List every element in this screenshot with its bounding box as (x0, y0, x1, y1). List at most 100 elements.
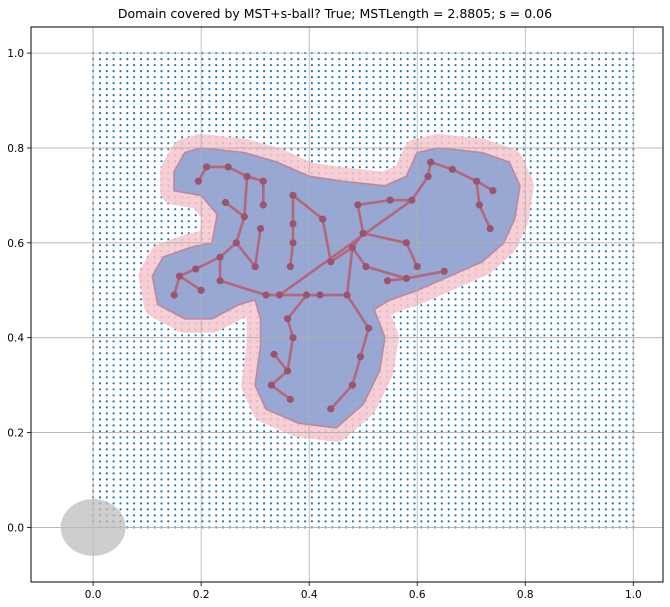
y-tick-label: 0.8 (7, 143, 24, 155)
mst-node (262, 291, 270, 299)
mst-node (327, 405, 335, 413)
mst-node (348, 243, 357, 252)
y-tick-label: 0.0 (7, 522, 24, 534)
x-tick-label: 0.8 (517, 589, 534, 601)
mst-node (473, 177, 481, 185)
mst-node (216, 253, 224, 261)
axes-frame (30, 26, 664, 583)
mst-edge (218, 279, 268, 297)
x-tick-label: 1.0 (625, 589, 642, 601)
mst-node (365, 324, 373, 332)
mst-edge (475, 179, 481, 207)
mst-node (362, 262, 370, 271)
mst-edge (321, 217, 333, 264)
mst-node (354, 201, 362, 209)
y-tick-label: 0.2 (7, 428, 24, 440)
y-tick-label: 0.4 (7, 333, 24, 345)
mst-node (424, 172, 432, 181)
mst-edge (278, 198, 414, 297)
mst-node (289, 239, 297, 247)
mst-node (286, 395, 294, 403)
mst-edge (243, 175, 249, 219)
mst-node (275, 291, 284, 299)
mst-node (302, 291, 311, 299)
mst-edge (194, 255, 222, 271)
mst-node (256, 225, 265, 233)
mst-node (402, 274, 411, 283)
mst-node (251, 262, 259, 271)
mst-node (402, 239, 411, 247)
mst-node (197, 286, 205, 294)
mst-edge (364, 265, 408, 280)
gridlines (31, 27, 663, 582)
s-ball-circle (60, 498, 126, 556)
mst-node (327, 258, 335, 266)
mst-edge (329, 383, 354, 411)
mst-edge (410, 175, 430, 202)
mst-edge (405, 269, 446, 280)
mst-node (283, 315, 292, 323)
mst-node (440, 267, 448, 275)
mst-node (486, 225, 494, 233)
mst-node (192, 265, 200, 273)
mst-node (267, 381, 275, 389)
mst-node (270, 350, 278, 358)
mst-node (194, 177, 203, 185)
mst-edge (405, 241, 419, 268)
mst-edge (345, 293, 370, 330)
mst-node (221, 198, 230, 207)
mst-nodes (170, 158, 497, 413)
mst-node (240, 213, 248, 221)
mst-edge (329, 246, 354, 264)
mst-node (408, 196, 416, 204)
s-ball (60, 498, 126, 556)
x-tick-label: 0.6 (409, 589, 426, 601)
mst-node (286, 262, 294, 271)
mst-edge (345, 246, 354, 297)
mst-node (289, 220, 297, 228)
chart-title: Domain covered by MST+s-ball? True; MSTL… (117, 6, 553, 21)
mst-node (259, 177, 267, 185)
mst-node (289, 191, 297, 199)
mst-node (175, 272, 184, 280)
mst-edge (288, 241, 295, 268)
mst-edge (478, 203, 492, 230)
mst-node (283, 367, 292, 375)
mst-node (170, 291, 178, 299)
mst-node (448, 165, 456, 173)
mst-node (386, 196, 394, 204)
mst-edge (270, 383, 292, 401)
mst-edge (356, 198, 392, 207)
mst-node (427, 158, 435, 166)
mst-node (232, 239, 240, 247)
mst-node (319, 215, 327, 223)
x-tick-label: 0.2 (193, 589, 210, 601)
mst-edge (451, 168, 478, 183)
mst-node (348, 381, 357, 389)
mst-edge (234, 241, 257, 268)
mst-edge (178, 274, 203, 292)
x-tick-label: 0.4 (301, 589, 318, 601)
mst-edge (356, 203, 365, 235)
mst-node (413, 262, 421, 271)
mst-edge (234, 215, 246, 245)
mst-node (475, 201, 483, 209)
mst-node (359, 229, 367, 237)
mst-edge (429, 160, 454, 171)
mst-edge (291, 194, 324, 221)
y-tick-label: 0.6 (7, 238, 24, 250)
mst-node (216, 277, 224, 285)
mst-edge (351, 246, 368, 268)
y-tick-label: 1.0 (7, 48, 24, 60)
x-axis-ticks: 0.0 0.2 0.4 0.6 0.8 1.0 (85, 582, 642, 601)
x-tick-label: 0.0 (85, 589, 102, 601)
mst-node (383, 277, 392, 285)
mst-node (224, 163, 232, 171)
mst-node (259, 201, 267, 209)
mst-edge (359, 326, 370, 358)
mst-node (243, 172, 251, 181)
mst-edge (361, 232, 408, 245)
mst-node (343, 291, 351, 299)
y-axis-ticks: 0.0 0.2 0.4 0.6 0.8 1.0 (7, 48, 31, 534)
mst-edge (351, 355, 362, 387)
